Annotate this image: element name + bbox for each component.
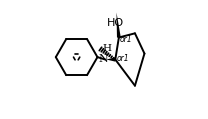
Polygon shape xyxy=(116,12,121,38)
Text: or1: or1 xyxy=(116,54,129,63)
Text: H: H xyxy=(103,44,112,53)
Polygon shape xyxy=(106,57,115,62)
Text: N: N xyxy=(99,54,108,64)
Text: or1: or1 xyxy=(120,35,133,44)
Text: HO: HO xyxy=(107,18,124,28)
